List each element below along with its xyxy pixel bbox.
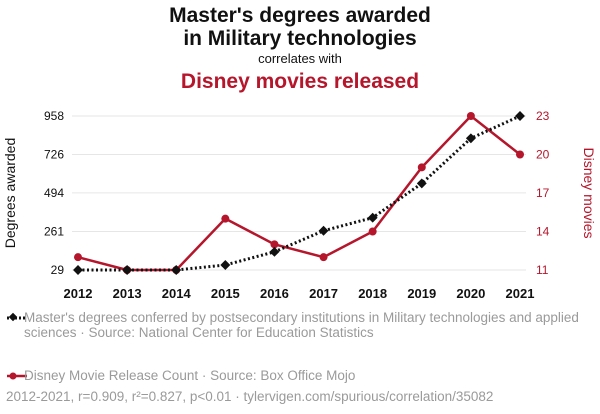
x-axis-ticks: 2012 2013 2014 2015 2016 2017 2018 2019 2020 2021: [64, 286, 535, 300]
footer-stats: 2012-2021, r=0.909, r²=0.827, p<0.01 · t…: [6, 389, 494, 404]
left-tick-label: 29: [51, 263, 65, 277]
chart-title-line2: in Military technologies: [183, 27, 417, 50]
left-tick-label: 261: [44, 225, 64, 239]
right-axis-label: Disney movies: [581, 147, 597, 238]
x-tick-label: 2016: [260, 286, 289, 300]
data-point-degrees: [220, 260, 231, 270]
right-tick-label: 23: [536, 109, 550, 123]
data-point-disney: [417, 163, 426, 172]
data-point-disney: [516, 150, 524, 159]
correlates-with-label: correlates with: [258, 51, 342, 66]
data-point-disney: [466, 112, 475, 120]
right-tick-label: 14: [536, 225, 550, 239]
x-tick-label: 2018: [358, 286, 387, 300]
right-tick-label: 17: [536, 186, 550, 200]
data-point-disney: [368, 227, 377, 236]
chart-title-line1: Master's degrees awarded: [169, 4, 431, 27]
x-tick-label: 2021: [506, 286, 535, 300]
data-point-degrees: [515, 111, 525, 121]
left-tick-label: 494: [44, 186, 64, 200]
x-tick-label: 2012: [64, 286, 93, 300]
data-point-degrees: [465, 133, 476, 144]
series-line-degrees: [78, 114, 521, 272]
left-axis-ticks: 29 261 494 726 958: [44, 109, 64, 277]
right-tick-label: 11: [536, 263, 549, 277]
left-tick-label: 726: [44, 147, 64, 161]
data-point-disney: [319, 253, 328, 262]
left-axis-label: Degrees awarded: [2, 138, 18, 249]
legend-text-degrees: Master's degrees conferred by postsecond…: [24, 310, 579, 340]
data-point-disney: [270, 240, 279, 249]
left-tick-label: 958: [44, 109, 64, 123]
x-tick-label: 2015: [211, 286, 240, 300]
legend-text-disney: Disney Movie Release Count · Source: Box…: [24, 368, 356, 383]
data-point-degrees: [269, 246, 280, 257]
x-tick-label: 2019: [407, 286, 436, 300]
legend-line-circle-icon: [7, 372, 27, 380]
x-tick-label: 2017: [309, 286, 338, 300]
legend-dotted-diamond-icon: [7, 312, 27, 322]
right-axis-ticks: 11 14 17 20 23: [536, 109, 550, 277]
x-tick-label: 2013: [113, 286, 142, 300]
data-point-degrees: [122, 265, 133, 275]
data-point-disney: [221, 214, 230, 223]
data-point-degrees: [416, 178, 427, 189]
x-tick-label: 2020: [456, 286, 485, 300]
data-point-degrees: [73, 265, 83, 275]
data-point-degrees: [171, 265, 182, 275]
data-point-degrees: [318, 225, 329, 236]
chart-title-line3: Disney movies released: [180, 70, 420, 93]
x-tick-label: 2014: [162, 286, 192, 300]
right-tick-label: 20: [536, 148, 550, 162]
data-point-disney: [74, 253, 82, 262]
gridlines: [72, 115, 526, 271]
data-point-degrees: [367, 212, 378, 223]
